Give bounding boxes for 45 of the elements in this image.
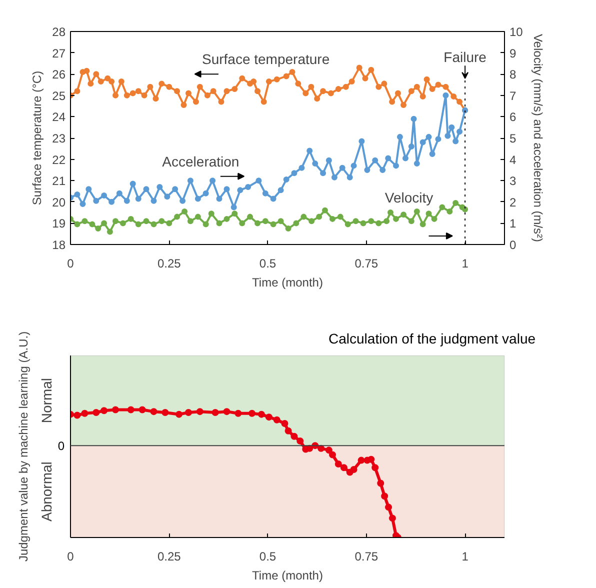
y2-tick-label: 7 [510,88,516,103]
y-tick-label: 28 [52,25,66,39]
x-tick-label: 1 [462,256,469,270]
y-tick-label: 21 [52,174,66,188]
y2-tick-label: 2 [510,195,516,210]
y-tick-label: 18 [52,238,66,252]
x-axis-title: Time (month) [252,568,323,582]
x-tick-label: 0 [67,256,74,270]
y2-tick-label: 3 [510,174,516,188]
x-tick-label: 1 [462,550,469,564]
y2-tick-label: 6 [510,110,516,124]
ref-line-label: 0 [58,439,65,454]
y2-tick-label: 4 [510,152,516,167]
y-tick-label: 26 [52,68,66,82]
y-tick-label: 25 [52,88,66,103]
y2-tick-label: 9 [510,46,516,60]
x-tick-label: 0 [67,550,74,564]
y2-tick-label: 10 [510,25,524,39]
y-axis-title: Judgment value by machine learning (A.U.) [16,331,30,562]
x-tick-label: 0.75 [354,550,378,564]
series-label: Acceleration [162,153,240,170]
y-tick-label: 27 [52,46,66,60]
series-label: Velocity [384,190,434,206]
x-tick-label: 0.5 [259,256,276,270]
y2-tick-label: 1 [510,216,516,231]
series-label: Surface temperature [202,51,330,68]
y2-tick-label: 5 [510,132,516,146]
y-tick-label: 24 [52,110,66,124]
band-label: Normal [38,378,54,424]
y-axis-title: Surface temperature (°C) [30,70,44,206]
y2-tick-label: 0 [510,238,516,252]
y2-tick-label: 8 [510,68,516,82]
y-tick-label: 20 [52,195,66,210]
x-tick-label: 0.5 [259,550,276,564]
y2-axis-title: Velocity (mm/s) and acceleration (m/s²) [530,34,545,242]
x-tick-label: 0.25 [157,256,182,270]
text: Calculation of the judgment value [328,330,536,346]
x-tick-label: 0.75 [354,256,378,270]
ref-line-label: Failure [444,49,487,66]
x-tick-label: 0.25 [157,550,182,564]
y-tick-label: 19 [52,216,66,231]
y-tick-label: 23 [52,132,66,146]
band-label: Abnormal [38,462,54,522]
x-axis-title: Time (month) [252,276,323,290]
y-tick-label: 22 [52,152,66,167]
